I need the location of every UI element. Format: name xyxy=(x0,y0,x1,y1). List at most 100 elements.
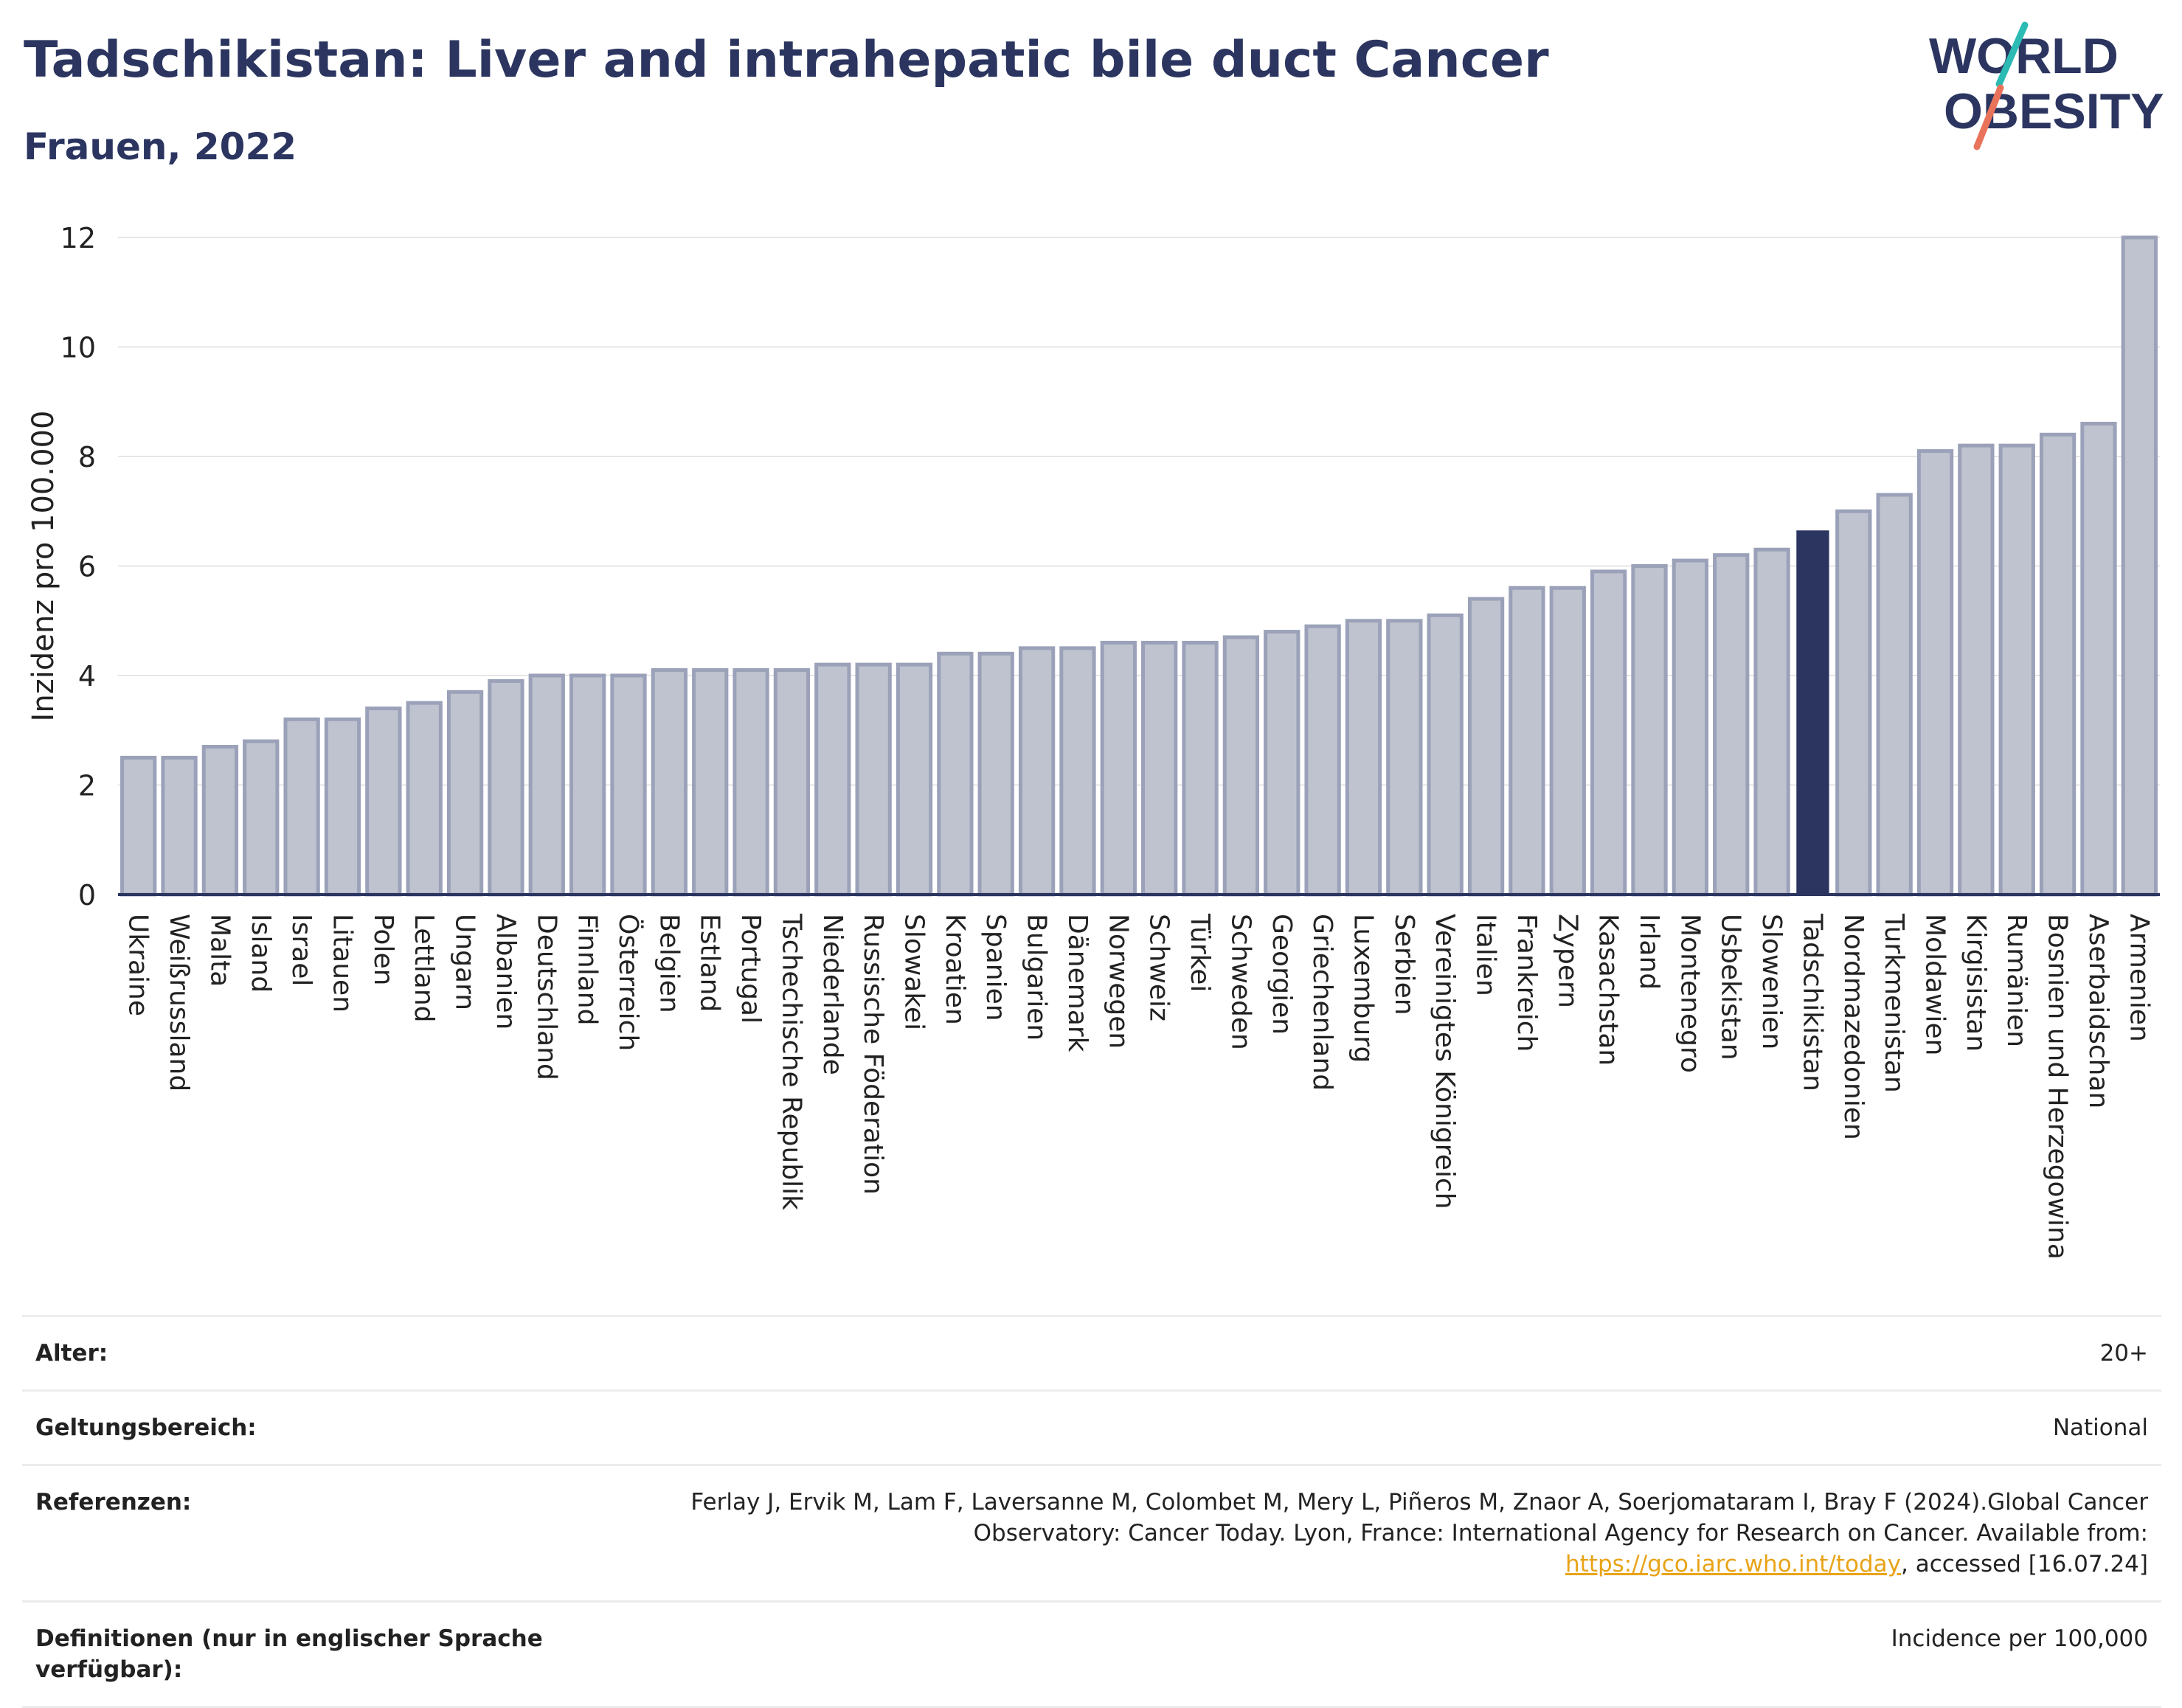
bar xyxy=(243,739,280,897)
info-label-references: Referenzen: xyxy=(35,1489,192,1516)
x-tick-label: Kasachstan xyxy=(1593,914,1624,1066)
bar xyxy=(1182,640,1219,897)
info-label-scope: Geltungsbereich: xyxy=(35,1414,257,1441)
x-tick-label: Slowakei xyxy=(899,914,929,1030)
logo-slash-teal xyxy=(1995,21,2029,88)
world-obesity-logo: WORLD OBESITY xyxy=(1929,21,2164,150)
bar xyxy=(977,651,1014,897)
x-tick-label: Finnland xyxy=(572,914,603,1025)
x-tick-label: Moldawien xyxy=(1920,914,1950,1055)
bar xyxy=(528,673,565,897)
info-row-age: Alter: 20+ xyxy=(22,1315,2161,1389)
bar xyxy=(488,678,524,897)
bar xyxy=(692,668,729,897)
x-tick-label: Usbekistan xyxy=(1716,914,1746,1060)
x-tick-label: Schweiz xyxy=(1144,914,1174,1021)
x-tick-label: Frankreich xyxy=(1511,914,1542,1052)
bar xyxy=(1958,443,1995,897)
bar xyxy=(773,668,811,897)
reference-link[interactable]: https://gco.iarc.who.int/today xyxy=(1565,1551,1901,1577)
bar xyxy=(2121,235,2158,897)
x-tick-label: Russische Föderation xyxy=(858,914,888,1195)
chart-subtitle: Frauen, 2022 xyxy=(24,125,297,168)
bar xyxy=(1835,509,1872,897)
x-tick-label: Israel xyxy=(286,914,316,986)
bar xyxy=(1386,619,1423,897)
bar xyxy=(1753,547,1790,897)
bar xyxy=(1345,619,1382,897)
x-tick-label: Ukraine xyxy=(123,914,153,1016)
x-tick-label: Deutschland xyxy=(531,914,561,1080)
bar xyxy=(1672,558,1709,897)
x-tick-label: Malta xyxy=(204,914,235,987)
info-row-references: Referenzen: Ferlay J, Ervik M, Lam F, La… xyxy=(22,1464,2161,1600)
reference-text: Ferlay J, Ervik M, Lam F, Laversanne M, … xyxy=(690,1489,2148,1546)
bar xyxy=(1796,530,1829,895)
bar-chart: 0 2 4 6 8 10 12 Inzidenz pro 100.000 Ukraine Weiß… xyxy=(27,222,2160,1260)
x-tick-label: Belgien xyxy=(654,914,684,1013)
info-value-references: Ferlay J, Ervik M, Lam F, Laversanne M, … xyxy=(636,1487,2148,1580)
info-label-age: Alter: xyxy=(35,1340,108,1367)
x-tick-label: Vereinigtes Königreich xyxy=(1430,914,1460,1209)
bar xyxy=(446,690,484,897)
bar xyxy=(1059,646,1096,897)
x-tick-label: Polen xyxy=(368,914,398,985)
bar xyxy=(1264,630,1300,897)
bar xyxy=(1222,635,1260,897)
y-tick-label: 12 xyxy=(60,222,96,254)
y-axis-title: Inzidenz pro 100.000 xyxy=(27,411,60,722)
x-tick-label: Luxemburg xyxy=(1348,914,1378,1063)
bar xyxy=(1427,613,1464,897)
bar xyxy=(161,755,198,897)
bar xyxy=(2039,432,2077,897)
y-tick-label: 6 xyxy=(78,551,96,583)
bar xyxy=(610,673,647,897)
x-tick-label: Zypern xyxy=(1552,914,1582,1008)
bar xyxy=(855,662,892,897)
x-tick-label: Georgien xyxy=(1267,914,1297,1035)
y-tick-label: 4 xyxy=(78,660,96,692)
bar xyxy=(896,662,933,897)
bar xyxy=(1018,646,1056,897)
bar xyxy=(937,651,974,897)
x-tick-label: Litauen xyxy=(327,914,357,1013)
x-tick-label: Österreich xyxy=(613,914,644,1051)
bar xyxy=(201,745,239,897)
x-tick-label: Nordmazedonien xyxy=(1838,914,1868,1140)
x-tick-label: Aserbaidschan xyxy=(2083,914,2113,1108)
x-tick-label: Schweden xyxy=(1225,914,1255,1050)
x-tick-label: Ungarn xyxy=(450,914,480,1010)
x-tick-label: Rumänien xyxy=(2001,914,2032,1047)
bar xyxy=(1467,597,1505,897)
bar xyxy=(1998,443,2035,897)
y-tick-label: 0 xyxy=(78,879,96,912)
x-tick-label: Kroatien xyxy=(940,914,970,1025)
bar xyxy=(120,755,157,897)
x-tick-label: Portugal xyxy=(735,914,766,1024)
bar xyxy=(732,668,769,897)
x-tick-label: Turkmenistan xyxy=(1879,913,1909,1093)
bar xyxy=(406,701,443,897)
x-tick-label: Bosnien und Herzegowina xyxy=(2043,914,2073,1260)
x-tick-label: Kirgisistan xyxy=(1961,914,1991,1052)
x-tick-label: Tadschikistan xyxy=(1797,913,1827,1091)
bar xyxy=(1141,640,1178,897)
info-row-definitions: Definitionen (nur in englischer Sprache … xyxy=(22,1600,2161,1708)
y-tick-label: 10 xyxy=(60,332,96,364)
x-tick-label: Bulgarien xyxy=(1022,914,1052,1041)
info-row-scope: Geltungsbereich: National xyxy=(22,1389,2161,1464)
x-tick-label: Montenegro xyxy=(1674,914,1705,1073)
info-value-age: 20+ xyxy=(2099,1340,2148,1367)
info-table: Alter: 20+ Geltungsbereich: National Ref… xyxy=(22,1315,2161,1708)
x-tick-label: Albanien xyxy=(491,914,521,1030)
logo-slash-coral xyxy=(1973,84,2004,150)
x-tick-label: Lettland xyxy=(409,914,439,1023)
x-tick-label: Griechenland xyxy=(1307,914,1337,1091)
bar xyxy=(283,717,320,897)
x-tick-label: Serbien xyxy=(1389,914,1419,1016)
x-tick-label: Niederlande xyxy=(817,914,848,1075)
y-tick-label: 2 xyxy=(78,770,96,802)
x-tick-label: Tschechische Republik xyxy=(776,913,806,1210)
bar xyxy=(1304,624,1341,897)
bar xyxy=(1590,569,1627,897)
